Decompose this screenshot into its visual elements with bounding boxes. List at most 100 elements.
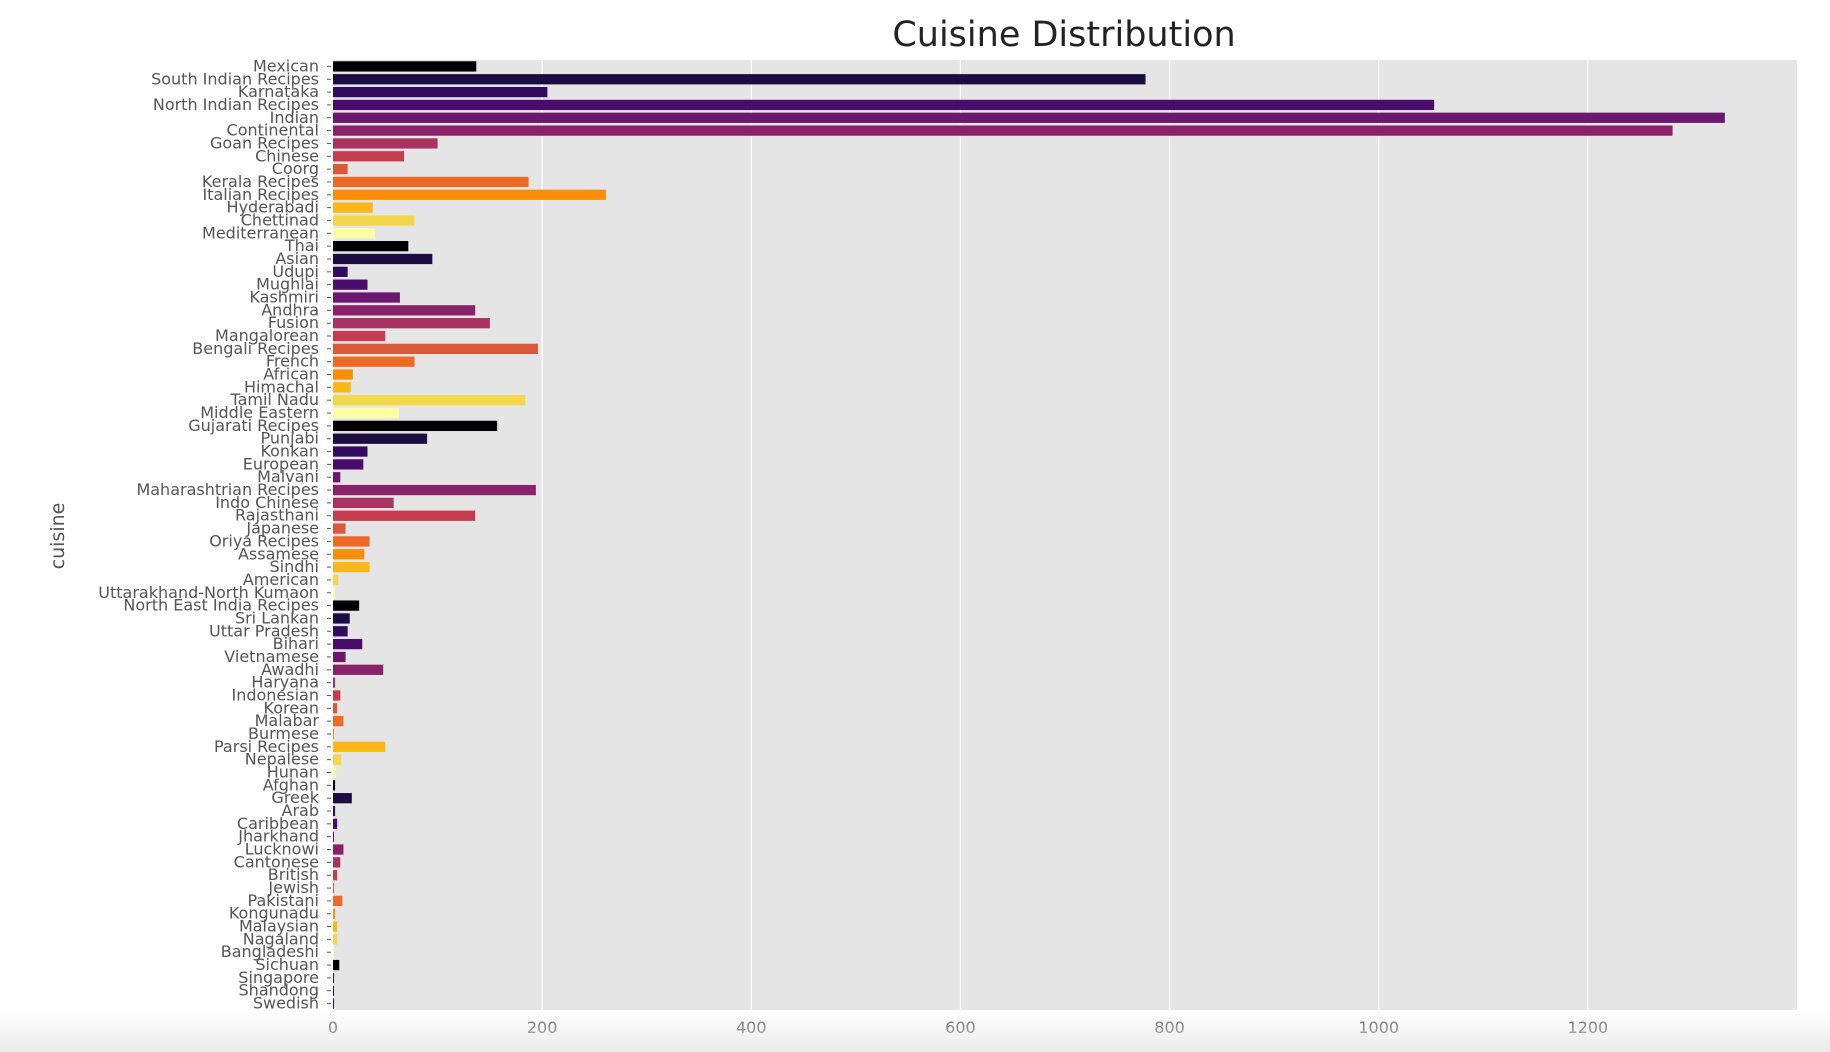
y-tick-label: Nepalese <box>245 750 319 769</box>
y-tick-label: Bangladeshi <box>221 942 319 961</box>
bar <box>333 163 348 175</box>
y-tick-label: South Indian Recipes <box>151 69 319 88</box>
y-tick-label: Fusion <box>268 313 319 332</box>
y-tick-label: European <box>243 454 319 473</box>
bar <box>333 459 364 470</box>
y-tick-label: Haryana <box>251 673 319 692</box>
y-tick-label: North Indian Recipes <box>153 95 319 114</box>
bar <box>333 151 405 162</box>
y-tick-label: Continental <box>227 121 319 140</box>
bar <box>333 728 335 740</box>
bar <box>333 395 526 406</box>
y-tick-label: Punjabi <box>261 429 320 448</box>
chart-title: Cuisine Distribution <box>892 15 1235 55</box>
y-tick-label: Sichuan <box>255 955 319 974</box>
bar <box>333 780 336 791</box>
y-tick-label: Burmese <box>248 724 319 743</box>
bar <box>333 253 433 265</box>
y-tick-label: Malaysian <box>239 917 319 936</box>
bars <box>333 61 1725 1009</box>
y-tick-label: Arab <box>282 801 319 820</box>
y-tick-label: Greek <box>271 788 319 807</box>
y-tick-label: Shandong <box>239 981 319 1000</box>
bar <box>333 870 338 881</box>
x-tick-label: 1200 <box>1567 1018 1608 1037</box>
y-tick-label: Vietnamese <box>224 647 319 666</box>
bar <box>333 330 386 342</box>
y-tick-label: Coorg <box>272 159 319 178</box>
y-tick-label: Nagaland <box>243 929 319 948</box>
bar <box>333 74 1146 85</box>
bar <box>333 651 346 663</box>
bar <box>333 664 384 675</box>
bar <box>333 356 415 367</box>
bar <box>333 305 476 316</box>
bar <box>333 985 335 996</box>
plot-background <box>333 60 1797 1010</box>
y-tick-label: Mediterranean <box>202 223 319 242</box>
bar <box>333 510 476 521</box>
bar <box>333 318 490 329</box>
bar <box>333 741 386 752</box>
bar <box>333 754 342 765</box>
y-tick-label: Middle Eastern <box>200 403 319 422</box>
bar <box>333 805 336 817</box>
bar <box>333 420 498 432</box>
y-tick-label: Asian <box>275 249 319 268</box>
y-tick-label: American <box>243 570 319 589</box>
bar <box>333 703 338 714</box>
y-tick-label: Kerala Recipes <box>202 172 319 191</box>
bar <box>333 241 409 252</box>
y-tick-label: French <box>266 352 319 371</box>
y-tick-label: Rajasthani <box>235 506 319 525</box>
bar <box>333 369 353 380</box>
y-tick-label: Uttar Pradesh <box>209 621 319 640</box>
bar <box>333 407 399 419</box>
bar <box>333 228 375 239</box>
y-tick-label: Kongunadu <box>229 904 319 923</box>
bar <box>333 972 335 984</box>
bar <box>333 587 336 598</box>
y-tick-label: Sindhi <box>270 557 319 576</box>
bar <box>333 998 335 1009</box>
y-tick-label: Caribbean <box>237 814 319 833</box>
x-tick-label: 400 <box>736 1018 767 1037</box>
y-tick-label: Singapore <box>238 968 319 987</box>
grid-lines <box>332 60 1589 1010</box>
bar <box>333 561 370 573</box>
bar <box>333 536 370 547</box>
bar <box>333 947 335 958</box>
y-tick-label: Andhra <box>261 300 319 319</box>
bar <box>333 86 548 98</box>
y-tick-label: Malvani <box>257 467 319 486</box>
y-tick-label: Karnataka <box>238 82 319 101</box>
y-tick-label: Korean <box>264 698 320 717</box>
y-tick-label: Cantonese <box>234 852 319 871</box>
bar <box>333 176 529 188</box>
bar <box>333 600 360 611</box>
y-tick-label: Lucknowi <box>245 840 319 859</box>
y-tick-label: Himachal <box>244 377 319 396</box>
x-tick-labels: 0 200 400 600 800 1000 1200 <box>328 1018 1608 1037</box>
y-tick-label: Indian <box>270 108 319 127</box>
bar <box>333 690 341 701</box>
bar <box>333 716 344 727</box>
y-tick-label: Jharkhand <box>237 827 319 846</box>
x-tick-label: 600 <box>945 1018 976 1037</box>
y-tick-label: Hunan <box>267 763 319 782</box>
bar <box>333 934 338 945</box>
bar <box>333 908 336 919</box>
y-axis-label: cuisine <box>47 503 69 570</box>
bar <box>333 677 336 688</box>
bar <box>333 844 344 855</box>
y-tick-label: Chettinad <box>241 210 319 229</box>
bar <box>333 549 365 560</box>
y-tick-label: Bengali Recipes <box>192 339 319 358</box>
y-tick-label: Japanese <box>245 519 319 538</box>
y-tick-label: Thai <box>284 236 319 255</box>
bar <box>333 343 538 354</box>
y-tick-label: Mexican <box>253 56 319 75</box>
bar <box>333 484 536 496</box>
bar <box>333 125 1673 136</box>
